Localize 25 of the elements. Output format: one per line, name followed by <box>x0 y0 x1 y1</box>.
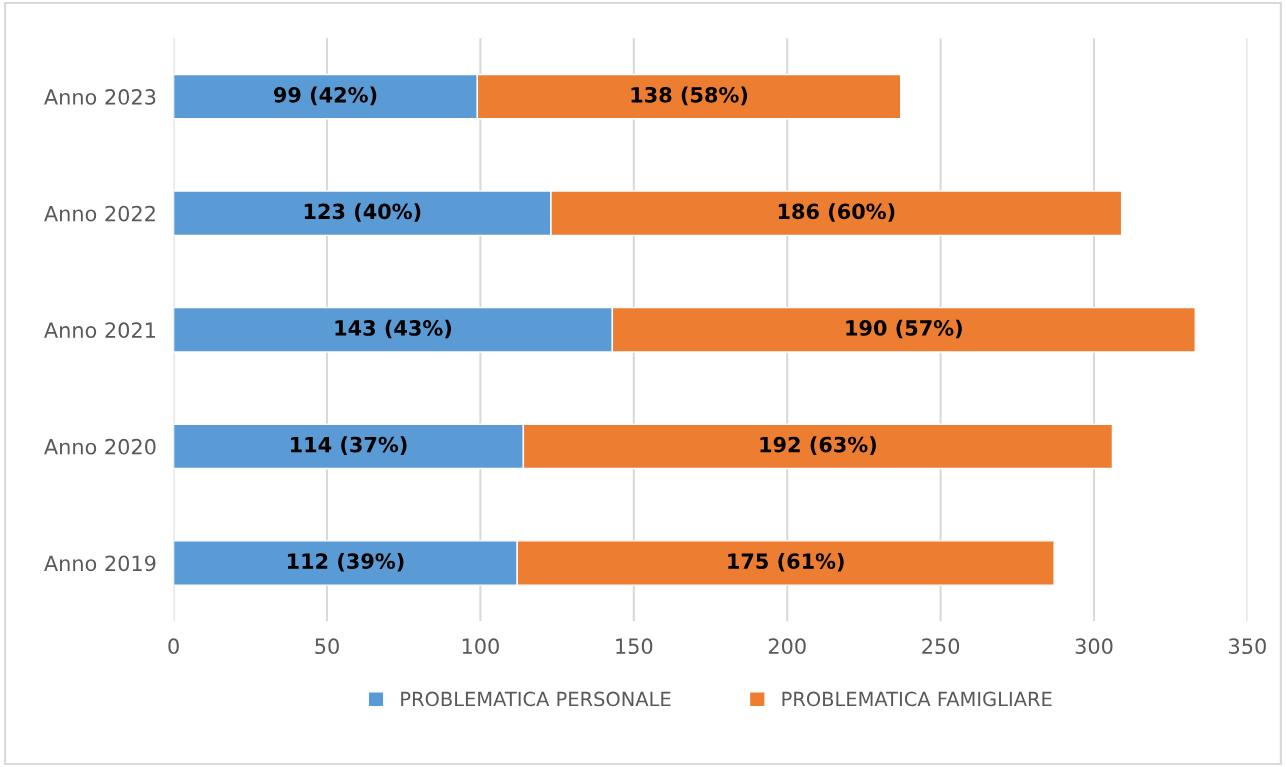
y-tick-label: Anno 2020 <box>44 438 156 455</box>
x-tick-label: 200 <box>768 638 806 655</box>
data-label: 138 (58%) <box>631 86 748 106</box>
x-tick-label: 300 <box>1075 638 1113 655</box>
x-tick-label: 50 <box>315 638 339 655</box>
data-label: 175 (61%) <box>728 552 844 572</box>
y-tick-label: Anno 2019 <box>44 555 156 572</box>
data-label: 99 (42%) <box>273 86 377 106</box>
x-tick-label: 0 <box>168 638 179 655</box>
x-tick-label: 250 <box>922 638 960 655</box>
x-tick-label: 100 <box>462 638 499 655</box>
data-label: 186 (60%) <box>778 203 895 222</box>
data-label: 192 (63%) <box>760 436 876 455</box>
data-label: 123 (40%) <box>304 203 421 222</box>
data-label: 112 (39%) <box>287 552 404 572</box>
y-tick-label: Anno 2021 <box>44 322 156 339</box>
x-tick-label: 150 <box>616 638 653 655</box>
x-tick-label: 350 <box>1229 638 1266 655</box>
legend-label: PROBLEMATICA PERSONALE <box>401 691 671 707</box>
data-label: 114 (37%) <box>291 436 407 455</box>
y-tick-label: Anno 2022 <box>44 205 155 222</box>
data-label: 143 (43%) <box>335 319 452 339</box>
y-tick-label: Anno 2023 <box>44 89 156 105</box>
data-label: 190 (57%) <box>846 319 962 339</box>
legend-label: PROBLEMATICA FAMIGLIARE <box>782 691 1052 707</box>
